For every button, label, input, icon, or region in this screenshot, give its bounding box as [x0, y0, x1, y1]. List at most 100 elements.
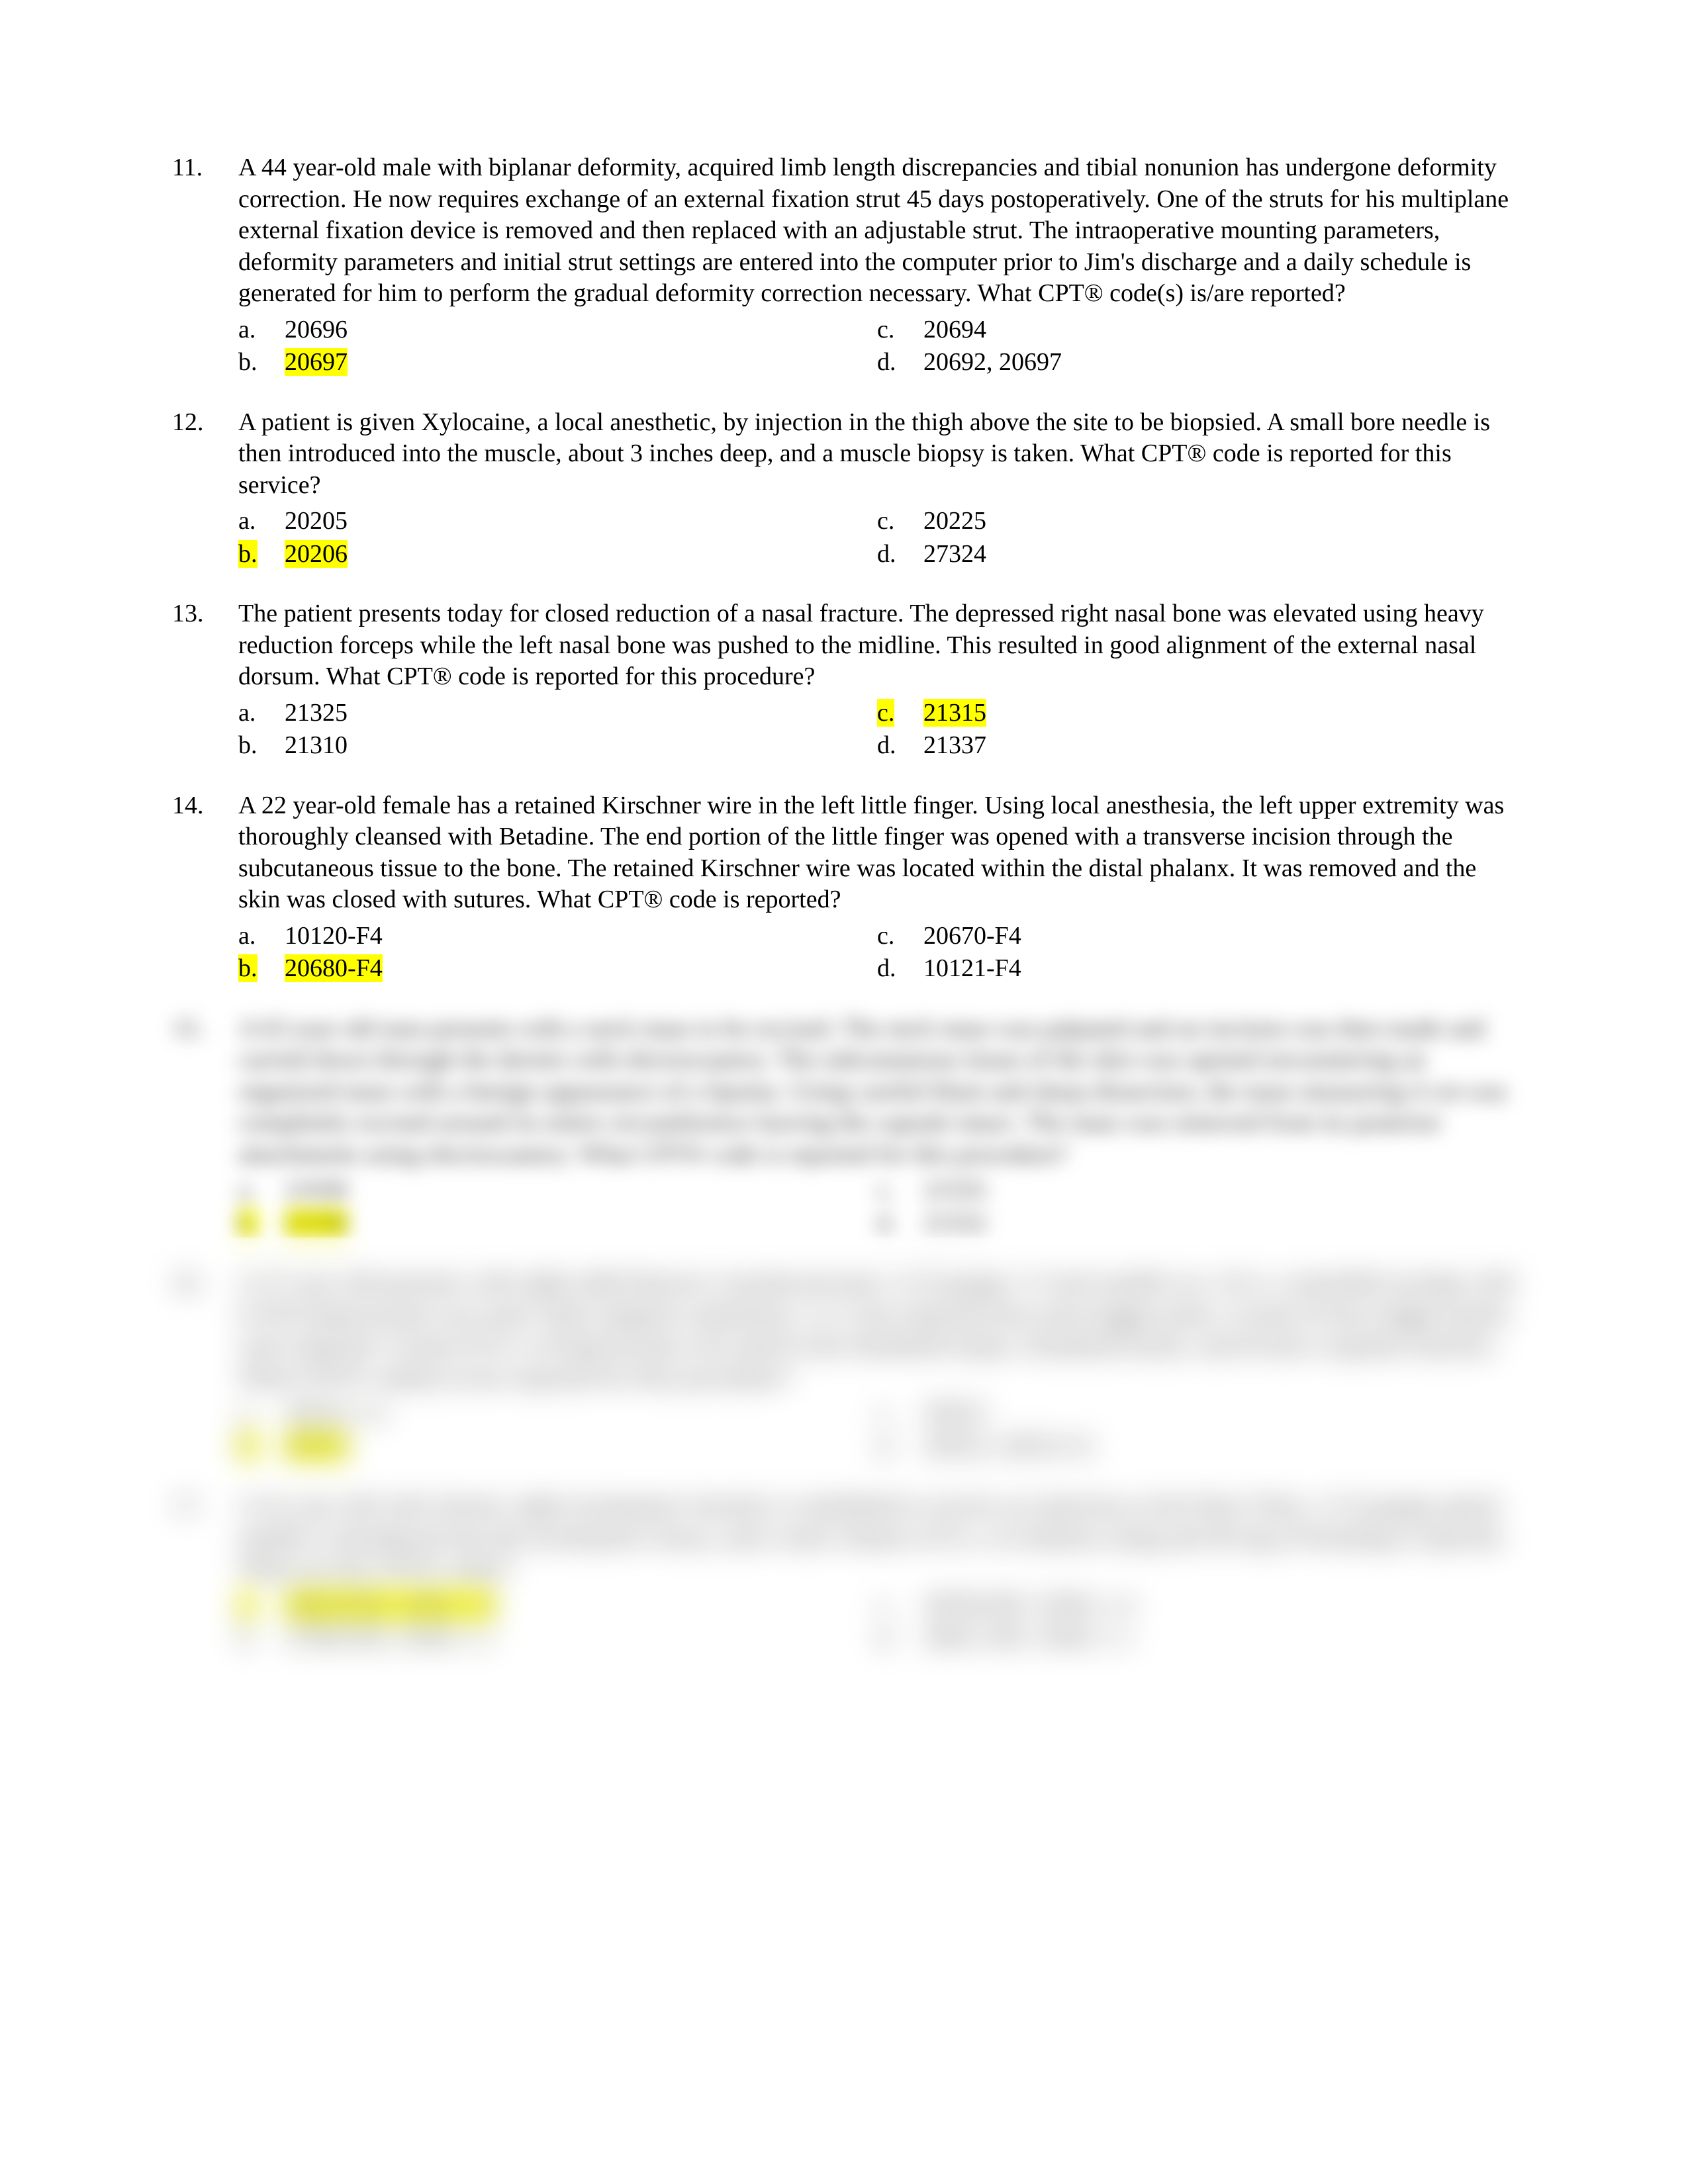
choice-letter: d. [877, 953, 923, 985]
choice: b.21310 [238, 729, 877, 762]
question-number: 15. [172, 1013, 238, 1240]
question-body: A 22 year-old female has a retained Kirs… [238, 790, 1516, 985]
choice: a.21325 [238, 697, 877, 730]
choice: c.20225 [877, 505, 1516, 538]
choice-letter: c. [877, 506, 923, 537]
choice-text: 20552, 20553-51 [923, 1431, 1096, 1463]
question-number: 13. [172, 598, 238, 762]
choice-text: 27324 [923, 539, 986, 570]
choice: d.21552 [877, 1207, 1516, 1240]
question-number: 17. [172, 1490, 238, 1655]
choice: c.21555 [877, 1174, 1516, 1207]
question: 17.A 41 year old with chronic right troc… [172, 1490, 1516, 1655]
choices-left: a.20553 x 4b.20553 [238, 1397, 877, 1463]
choice-text: 20553 x 4 [285, 1398, 385, 1430]
choices: a.10120-F4b.20680-F4c.20670-F4d.10121-F4 [238, 920, 1516, 985]
choice-text: 10120-F4 [285, 921, 383, 952]
question-stem: A 37 year old presents with right sided … [238, 1267, 1516, 1393]
choice-text: 20694 [923, 314, 986, 346]
choice-text: 21310 [285, 730, 348, 762]
choice: d.20552, 20553-51 [877, 1430, 1516, 1463]
choices-right: c.20550-RT, J3301 x 4d.20611-RT, J3301 x… [877, 1589, 1516, 1655]
question: 15.A 63 year old man presents with a nec… [172, 1013, 1516, 1240]
choice-text: 21315 [923, 698, 986, 729]
choice-letter: a. [238, 314, 285, 346]
choice-letter: d. [877, 1431, 923, 1463]
choice: b.20680-F4 [238, 952, 877, 985]
question-body: A 63 year old man presents with a neck m… [238, 1013, 1516, 1240]
choice-letter: c. [877, 698, 923, 729]
choice: a.20610-RT, J3301 x 4 [238, 1589, 877, 1622]
choice: b.20553 [238, 1430, 877, 1463]
choice-letter: b. [238, 347, 285, 379]
choice-text: 20692, 20697 [923, 347, 1062, 379]
choice: a.20553 x 4 [238, 1397, 877, 1430]
choice: b.20206 [238, 538, 877, 571]
question-body: A 37 year old presents with right sided … [238, 1267, 1516, 1463]
choice-letter: d. [877, 1208, 923, 1240]
choice-text: 20697 [285, 347, 348, 379]
choice-text: 20552 [923, 1398, 986, 1430]
question-body: A patient is given Xylocaine, a local an… [238, 407, 1516, 571]
choices: a.20610-RT, J3301 x 4b.27093-RT, J3301 x… [238, 1589, 1516, 1655]
choice-letter: a. [238, 506, 285, 537]
choice-text: 21552 [923, 1208, 986, 1240]
choice-letter: c. [877, 921, 923, 952]
choices-left: a.21930b.21556 [238, 1174, 877, 1240]
choice-letter: a. [238, 1398, 285, 1430]
choice-letter: b. [238, 953, 285, 985]
choice: c.20694 [877, 314, 1516, 347]
choice-letter: a. [238, 698, 285, 729]
choices-right: c.20552d.20552, 20553-51 [877, 1397, 1516, 1463]
choice-letter: c. [877, 1398, 923, 1430]
choice-text: 21325 [285, 698, 348, 729]
choice-letter: d. [877, 730, 923, 762]
question-body: The patient presents today for closed re… [238, 598, 1516, 762]
choices-right: c.20694d.20692, 20697 [877, 314, 1516, 379]
choice-text: 20206 [285, 539, 348, 570]
choice-letter: b. [238, 1431, 285, 1463]
choice: d.27324 [877, 538, 1516, 571]
choice-text: 21930 [285, 1175, 348, 1206]
question-list: 11.A 44 year-old male with biplanar defo… [172, 152, 1516, 985]
question: 16.A 37 year old presents with right sid… [172, 1267, 1516, 1463]
blurred-question-list: 15.A 63 year old man presents with a nec… [172, 1013, 1516, 1655]
choice-letter: d. [877, 1622, 923, 1654]
choice: b.21556 [238, 1207, 877, 1240]
question: 12.A patient is given Xylocaine, a local… [172, 407, 1516, 571]
choice-letter: d. [877, 539, 923, 570]
choices-right: c.20670-F4d.10121-F4 [877, 920, 1516, 985]
choice-letter: b. [238, 730, 285, 762]
question-body: A 44 year-old male with biplanar deformi… [238, 152, 1516, 379]
choices: a.20696b.20697 c.20694d.20692, 20697 [238, 314, 1516, 379]
choice: a.20696 [238, 314, 877, 347]
choices-right: c.21315d.21337 [877, 697, 1516, 762]
choice: c.20670-F4 [877, 920, 1516, 953]
question-number: 12. [172, 407, 238, 571]
choice: c.20552 [877, 1397, 1516, 1430]
choices-left: a.21325b.21310 [238, 697, 877, 762]
choice-letter: a. [238, 1590, 285, 1621]
question: 13.The patient presents today for closed… [172, 598, 1516, 762]
question-stem: The patient presents today for closed re… [238, 598, 1516, 693]
choices-left: a.20205b.20206 [238, 505, 877, 570]
choice: d.21337 [877, 729, 1516, 762]
question: 11.A 44 year-old male with biplanar defo… [172, 152, 1516, 379]
choice-text: 20611-RT, J3301 x 1 [923, 1622, 1133, 1654]
choice-letter: b. [238, 1208, 285, 1240]
question-stem: A patient is given Xylocaine, a local an… [238, 407, 1516, 502]
choice-text: 20205 [285, 506, 348, 537]
question-stem: A 44 year-old male with biplanar deformi… [238, 152, 1516, 310]
choice-text: 27093-RT, J3301 x 1 [285, 1622, 495, 1654]
choice-letter: c. [877, 1590, 923, 1621]
choice: a.10120-F4 [238, 920, 877, 953]
choice: b.27093-RT, J3301 x 1 [238, 1621, 877, 1655]
choice-text: 20670-F4 [923, 921, 1021, 952]
question: 14.A 22 year-old female has a retained K… [172, 790, 1516, 985]
choice-letter: c. [877, 1175, 923, 1206]
choice: a.21930 [238, 1174, 877, 1207]
choice-text: 20680-F4 [285, 953, 383, 985]
choices: a.21930b.21556c.21555d.21552 [238, 1174, 1516, 1240]
choice-letter: a. [238, 921, 285, 952]
choices-right: c.20225d.27324 [877, 505, 1516, 570]
